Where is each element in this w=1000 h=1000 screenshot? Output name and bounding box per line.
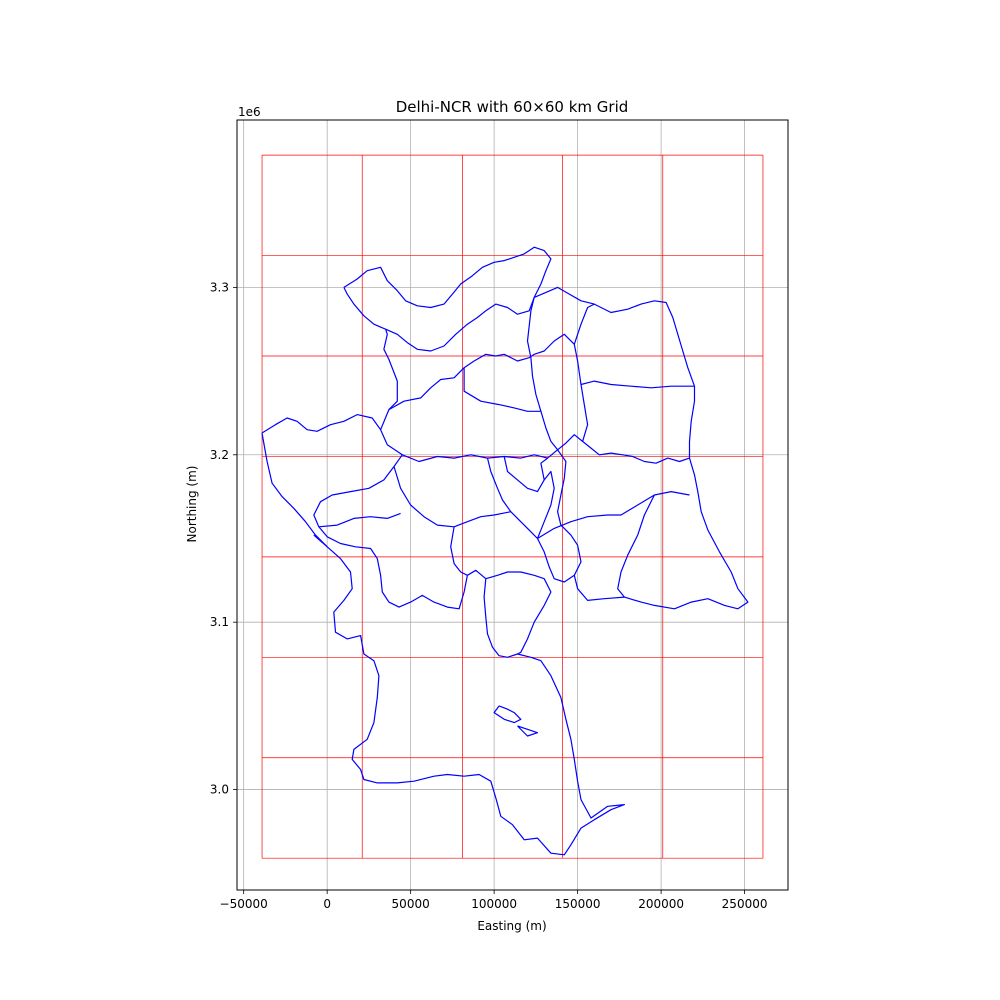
district-boundary [540, 457, 548, 481]
district-boundary [557, 449, 749, 610]
district-boundary [526, 286, 696, 464]
plot-frame [236, 119, 789, 891]
district-boundary [528, 333, 589, 442]
district-boundary [580, 380, 695, 389]
district-boundary [493, 705, 522, 724]
district-boundary [261, 414, 625, 856]
background-gridlines [237, 120, 788, 890]
district-boundary [573, 303, 595, 345]
district-boundary [380, 329, 398, 430]
district-boundary [313, 534, 328, 548]
district-boundary [343, 246, 552, 352]
x-axis-ticks: −50000 0 50000 100000 150000 200000 250000 [220, 890, 768, 911]
y-axis-label: Northing (m) [185, 466, 199, 543]
x-tick-label: 150000 [555, 897, 601, 911]
district-boundary [485, 571, 552, 655]
y-offset-label: 1e6 [238, 105, 261, 119]
district-boundary [486, 457, 575, 583]
y-tick-label: 3.1 [210, 615, 229, 629]
district-boundary [318, 512, 401, 528]
district-boundary [517, 725, 539, 737]
district-boundary [388, 353, 530, 411]
district-boundary [402, 449, 558, 463]
y-tick-label: 3.0 [210, 783, 229, 797]
district-boundary [450, 526, 468, 576]
y-axis-ticks: 3.0 3.1 3.2 3.3 [210, 280, 237, 797]
analysis-grid-60km [261, 154, 764, 859]
x-tick-label: 50000 [392, 897, 430, 911]
district-boundary [503, 456, 555, 539]
y-tick-label: 3.3 [210, 280, 229, 294]
district-boundary [537, 491, 690, 540]
x-tick-label: −50000 [220, 897, 268, 911]
x-tick-label: 100000 [471, 897, 517, 911]
x-tick-label: 250000 [722, 897, 768, 911]
y-tick-label: 3.2 [210, 448, 229, 462]
x-tick-label: 0 [323, 897, 331, 911]
map-title: Delhi-NCR with 60×60 km Grid [396, 98, 629, 116]
district-boundary [463, 367, 541, 412]
district-boundaries [261, 246, 749, 856]
x-tick-label: 200000 [638, 897, 684, 911]
district-boundary [393, 466, 511, 528]
x-axis-label: Easting (m) [477, 919, 546, 933]
district-boundary [617, 494, 655, 598]
